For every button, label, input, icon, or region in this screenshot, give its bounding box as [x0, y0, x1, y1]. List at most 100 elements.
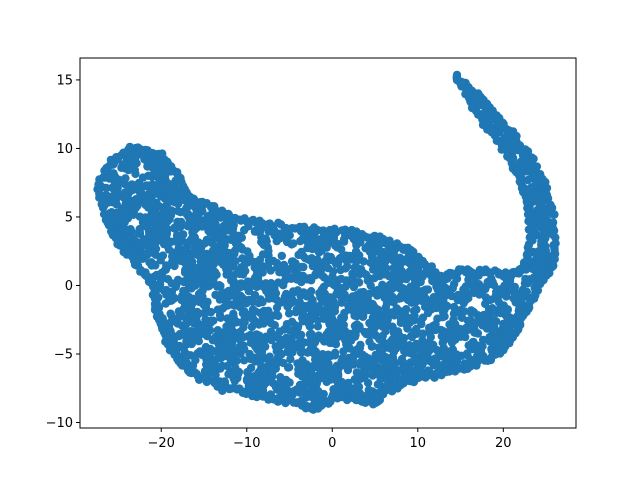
y-tick-label: −10: [46, 416, 73, 431]
data-point: [379, 318, 389, 327]
data-point: [447, 291, 456, 301]
data-point: [260, 281, 269, 291]
data-point: [467, 103, 477, 113]
data-point: [282, 340, 292, 350]
data-point: [325, 321, 335, 330]
data-point: [307, 287, 316, 296]
data-point: [237, 233, 246, 242]
data-point: [295, 271, 304, 280]
data-point: [311, 271, 320, 280]
data-point: [189, 248, 199, 257]
data-point: [217, 304, 226, 314]
data-point: [134, 181, 144, 190]
data-point: [390, 265, 400, 275]
data-point: [400, 255, 409, 265]
data-point: [177, 230, 187, 239]
data-point: [391, 344, 401, 353]
data-point: [398, 284, 407, 293]
data-point: [429, 340, 438, 349]
data-point: [242, 375, 252, 384]
data-point: [213, 326, 222, 335]
data-point: [452, 350, 461, 359]
data-point: [151, 300, 160, 309]
data-point: [274, 261, 283, 271]
data-point: [188, 334, 197, 343]
data-point: [341, 264, 350, 273]
data-point: [550, 210, 559, 219]
y-tick-label: 10: [56, 142, 73, 157]
data-point: [355, 324, 364, 333]
data-point: [329, 280, 338, 290]
data-point: [240, 225, 249, 235]
data-point: [414, 267, 423, 276]
data-point: [369, 326, 378, 336]
data-point: [342, 340, 351, 349]
data-point: [324, 350, 333, 359]
data-point: [181, 265, 190, 275]
data-point: [215, 311, 225, 320]
x-tick-label: −10: [233, 436, 260, 451]
data-point: [409, 312, 419, 321]
data-point: [308, 339, 318, 349]
data-point: [461, 332, 470, 342]
data-point: [131, 169, 140, 179]
data-point: [277, 350, 286, 359]
data-point: [263, 262, 273, 271]
data-point: [489, 335, 498, 344]
data-point: [296, 291, 305, 300]
data-point: [206, 307, 216, 317]
data-point: [363, 378, 373, 388]
data-point: [153, 270, 162, 280]
data-point: [321, 233, 330, 243]
data-point: [162, 195, 171, 205]
data-point: [259, 368, 268, 377]
data-point: [423, 308, 433, 318]
data-point: [355, 270, 364, 279]
data-point: [235, 269, 244, 279]
data-point: [397, 291, 406, 300]
data-point: [322, 332, 331, 342]
data-point: [205, 277, 215, 286]
data-point: [198, 286, 207, 295]
data-point: [291, 308, 301, 317]
data-point: [352, 263, 362, 272]
data-point: [362, 298, 371, 308]
data-point: [207, 363, 217, 372]
data-point: [279, 358, 288, 368]
data-point: [354, 278, 364, 287]
data-point: [307, 329, 316, 339]
data-point: [483, 277, 492, 287]
data-point: [198, 321, 207, 330]
data-point: [348, 292, 357, 301]
data-point: [337, 377, 346, 387]
data-point: [176, 256, 186, 266]
data-point: [142, 181, 152, 190]
data-point: [377, 356, 386, 365]
data-point: [317, 245, 327, 255]
data-point: [183, 350, 192, 360]
data-point: [314, 238, 323, 247]
data-point: [250, 273, 260, 283]
data-point: [430, 354, 440, 363]
data-point: [187, 284, 196, 293]
data-point: [242, 299, 251, 308]
data-point: [336, 324, 345, 333]
data-point: [502, 307, 511, 317]
data-point: [533, 270, 542, 280]
data-point: [337, 284, 347, 293]
data-point: [193, 307, 202, 317]
data-point: [167, 311, 176, 321]
data-point: [239, 323, 248, 332]
data-point: [448, 318, 458, 327]
data-point: [341, 251, 351, 260]
data-point: [367, 342, 377, 351]
data-point: [385, 287, 394, 296]
data-point: [426, 332, 435, 342]
data-point: [264, 294, 274, 303]
data-point: [364, 364, 373, 373]
data-point: [272, 343, 281, 352]
data-point: [323, 264, 333, 273]
data-point: [364, 385, 373, 395]
data-point: [240, 344, 249, 354]
